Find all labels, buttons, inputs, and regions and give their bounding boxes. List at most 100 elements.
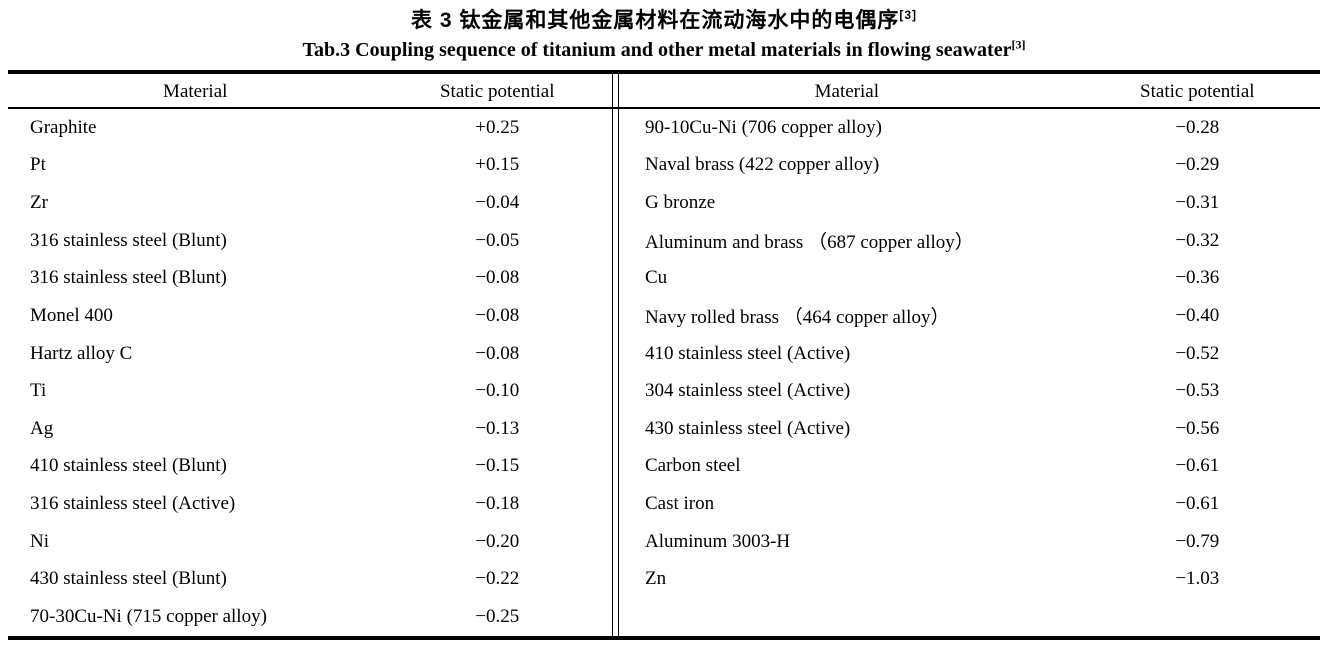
material-cell: 70-30Cu-Ni (715 copper alloy) (30, 605, 267, 627)
static-potential-cell: −0.08 (475, 304, 520, 326)
static-potential-cell: −0.22 (475, 568, 520, 590)
static-potential-cell: −0.79 (1175, 530, 1220, 552)
table-row: Pt +0.15 (8, 147, 612, 185)
static-potential-cell: −0.04 (475, 192, 520, 214)
static-potential-cell: −0.61 (1175, 455, 1220, 477)
table-header-left: Material Static potential (8, 74, 612, 109)
table-row: Cast iron −0.61 (619, 485, 1320, 523)
table-body-left: Graphite +0.25 Pt +0.15 Zr −0.04 316 stainless… (8, 109, 612, 636)
material-cell: Ag (30, 417, 54, 439)
material-cell: Graphite (30, 116, 97, 138)
table-caption-zh: 表 3 钛金属和其他金属材料在流动海水中的电偶序[3] (0, 6, 1328, 36)
material-cell: 304 stainless steel (Active) (645, 380, 851, 402)
material-cell: 410 stainless steel (Active) (645, 342, 851, 364)
table-row: 410 stainless steel (Active) −0.52 (619, 335, 1320, 373)
static-potential-cell: −0.28 (1175, 116, 1220, 138)
citation-superscript-zh: [3] (899, 8, 918, 22)
table-row: G bronze −0.31 (619, 184, 1320, 222)
table-left-half: Material Static potential Graphite +0.25 P… (8, 74, 612, 636)
material-cell: 430 stainless steel (Blunt) (30, 568, 227, 590)
material-cell: 316 stainless steel (Blunt) (30, 267, 227, 289)
static-potential-cell: −0.13 (475, 417, 520, 439)
static-potential-cell: −0.40 (1175, 304, 1220, 326)
material-cell: Carbon steel (645, 455, 741, 477)
material-cell: Naval brass (422 copper alloy) (645, 154, 880, 176)
static-potential-cell: −0.52 (1175, 342, 1220, 364)
table-row: 316 stainless steel (Blunt) −0.08 (8, 260, 612, 298)
material-cell: Pt (30, 154, 46, 176)
table-row: Aluminum and brass （687 copper alloy） −0.… (619, 222, 1320, 260)
table-row: Cu −0.36 (619, 260, 1320, 298)
material-cell: Cu (645, 267, 668, 289)
static-potential-cell: −0.29 (1175, 154, 1220, 176)
column-header-material: Material (814, 80, 879, 102)
table-header-right: Material Static potential (619, 74, 1320, 109)
table-right-half: Material Static potential 90-10Cu-Ni (70… (619, 74, 1320, 636)
table-row: 90-10Cu-Ni (706 copper alloy) −0.28 (619, 109, 1320, 147)
table-row: Naval brass (422 copper alloy) −0.29 (619, 147, 1320, 185)
table-row: 410 stainless steel (Blunt) −0.15 (8, 448, 612, 486)
table-row: Zn −1.03 (619, 561, 1320, 599)
static-potential-cell: −0.53 (1175, 380, 1220, 402)
static-potential-cell: −0.15 (475, 455, 520, 477)
table-row: 430 stainless steel (Blunt) −0.22 (8, 561, 612, 599)
material-cell: G bronze (645, 192, 716, 214)
table-caption-en: Tab.3 Coupling sequence of titanium and … (0, 36, 1328, 65)
table-row: Monel 400 −0.08 (8, 297, 612, 335)
static-potential-cell: −0.61 (1175, 493, 1220, 515)
caption-en-text: Tab.3 Coupling sequence of titanium and … (302, 39, 1012, 61)
table-row: Carbon steel −0.61 (619, 448, 1320, 486)
material-cell: 316 stainless steel (Active) (30, 493, 236, 515)
table-row: 70-30Cu-Ni (715 copper alloy) −0.25 (8, 598, 612, 636)
column-header-static-potential: Static potential (439, 80, 555, 102)
citation-superscript-en: [3] (1011, 37, 1026, 52)
table-row: Aluminum 3003-H −0.79 (619, 523, 1320, 561)
static-potential-cell: −0.08 (475, 267, 520, 289)
material-cell: Cast iron (645, 493, 715, 515)
table-row: Navy rolled brass （464 copper alloy） −0.4… (619, 297, 1320, 335)
material-cell: Navy rolled brass （464 copper alloy） (645, 307, 950, 329)
table-row: Ti −0.10 (8, 372, 612, 410)
static-potential-cell: +0.25 (475, 116, 520, 138)
column-header-material: Material (163, 80, 228, 102)
material-cell: Hartz alloy C (30, 342, 133, 364)
table-row: 316 stainless steel (Active) −0.18 (8, 485, 612, 523)
material-cell: 316 stainless steel (Blunt) (30, 229, 227, 251)
table-row: Ni −0.20 (8, 523, 612, 561)
static-potential-cell: −0.36 (1175, 267, 1220, 289)
material-cell: Zn (645, 568, 667, 590)
static-potential-cell: +0.15 (475, 154, 520, 176)
static-potential-cell: −0.18 (475, 493, 520, 515)
caption-zh-text: 表 3 钛金属和其他金属材料在流动海水中的电偶序 (410, 9, 900, 32)
table-row: Hartz alloy C −0.08 (8, 335, 612, 373)
table-caption-block: 表 3 钛金属和其他金属材料在流动海水中的电偶序[3] Tab.3 Coupli… (0, 0, 1328, 64)
material-cell: 430 stainless steel (Active) (645, 417, 851, 439)
material-cell: Ni (30, 530, 49, 552)
column-header-static-potential: Static potential (1140, 80, 1255, 102)
material-cell: Ti (30, 380, 47, 402)
material-cell: 90-10Cu-Ni (706 copper alloy) (645, 116, 882, 138)
static-potential-cell: −0.56 (1175, 417, 1220, 439)
material-cell: 410 stainless steel (Blunt) (30, 455, 227, 477)
material-cell: Aluminum and brass （687 copper alloy） (645, 232, 974, 254)
coupling-sequence-table: Material Static potential Graphite +0.25 P… (8, 70, 1320, 640)
material-cell: Aluminum 3003-H (645, 530, 791, 552)
table-body-right: 90-10Cu-Ni (706 copper alloy) −0.28 Naval … (619, 109, 1320, 636)
static-potential-cell: −0.08 (475, 342, 520, 364)
static-potential-cell: −0.32 (1175, 229, 1220, 251)
static-potential-cell: −0.25 (475, 605, 520, 627)
static-potential-cell: −0.20 (475, 530, 520, 552)
table-row: 304 stainless steel (Active) −0.53 (619, 372, 1320, 410)
static-potential-cell: −0.05 (475, 229, 520, 251)
table-row: Zr −0.04 (8, 184, 612, 222)
table-row: Graphite +0.25 (8, 109, 612, 147)
static-potential-cell: −0.10 (475, 380, 520, 402)
table-row: 430 stainless steel (Active) −0.56 (619, 410, 1320, 448)
static-potential-cell: −1.03 (1175, 568, 1220, 590)
material-cell: Zr (30, 192, 48, 214)
static-potential-cell: −0.31 (1175, 192, 1220, 214)
table-row: Ag −0.13 (8, 410, 612, 448)
table-center-divider (612, 74, 619, 636)
material-cell: Monel 400 (30, 304, 113, 326)
